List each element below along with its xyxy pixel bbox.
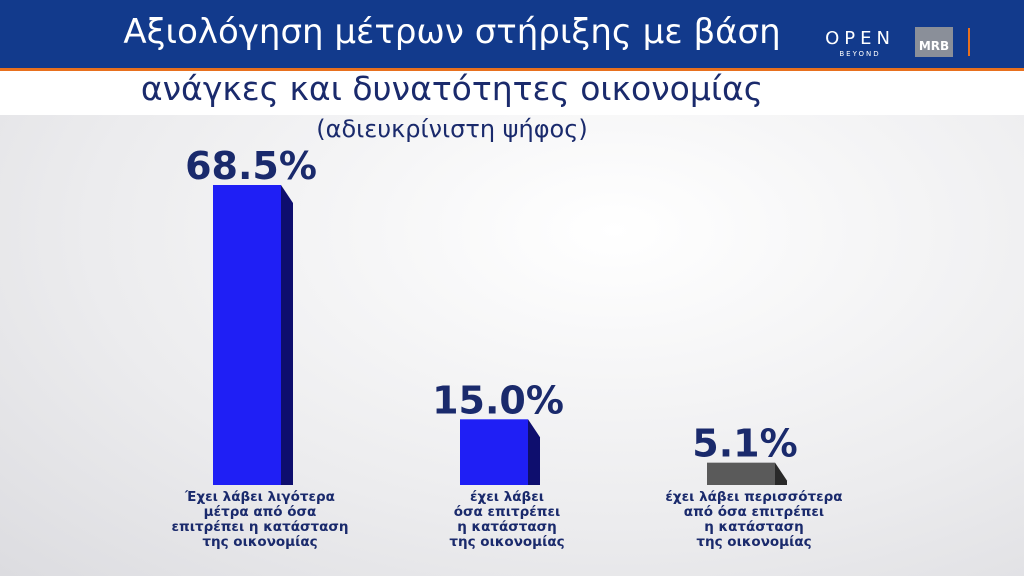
pollster-logo-box: [915, 27, 953, 57]
value-label: 5.1%: [692, 422, 797, 466]
bar-side: [528, 419, 540, 485]
bar-side: [281, 185, 293, 485]
category-label: έχει λάβει όσα επιτρέπει η κατάσταση της…: [449, 489, 565, 550]
category-label: έχει λάβει περισσότερα από όσα επιτρέπει…: [665, 489, 843, 550]
category-label: Έχει λάβει λιγότερα μέτρα από όσα επιτρέ…: [171, 489, 349, 550]
chart-title: Αξιολόγηση μέτρων στήριξης με βάση: [123, 12, 780, 52]
channel-logo: OPEN: [825, 28, 895, 49]
chart-subtitle: (αδιευκρίνιστη ψήφος): [316, 115, 587, 143]
accent-line: [0, 68, 1024, 71]
bar-side: [775, 462, 787, 485]
channel-tagline: BEYOND: [839, 50, 880, 58]
chart-title-line2: ανάγκες και δυνατότητες οικονομίας: [141, 69, 763, 108]
bar: [460, 419, 528, 485]
subtitle-band: [0, 71, 1024, 115]
bar: [707, 462, 775, 485]
title-band: [0, 0, 1024, 68]
pollster-logo: MRB: [919, 39, 949, 53]
value-label: 68.5%: [185, 144, 317, 188]
value-label: 15.0%: [432, 378, 564, 422]
logo-divider: [968, 28, 970, 56]
bar: [213, 185, 281, 485]
